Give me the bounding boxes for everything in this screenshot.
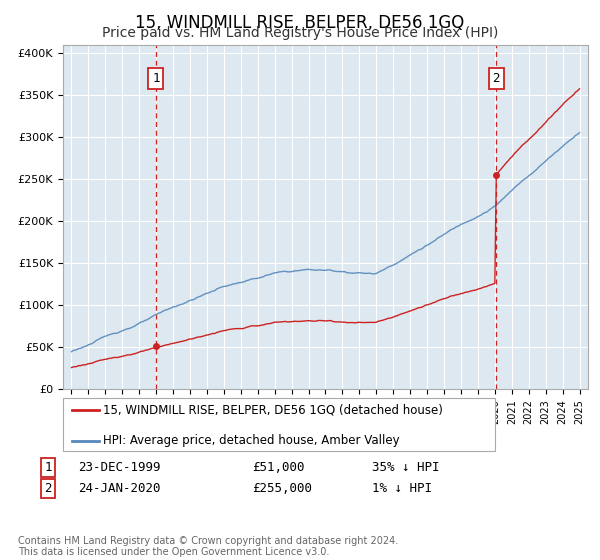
Text: 2: 2 [492,72,500,85]
Text: 1: 1 [152,72,160,85]
Text: 15, WINDMILL RISE, BELPER, DE56 1GQ (detached house): 15, WINDMILL RISE, BELPER, DE56 1GQ (det… [103,403,443,417]
Text: 15, WINDMILL RISE, BELPER, DE56 1GQ: 15, WINDMILL RISE, BELPER, DE56 1GQ [136,14,464,32]
Text: 35% ↓ HPI: 35% ↓ HPI [372,461,439,474]
Text: £51,000: £51,000 [252,461,305,474]
Text: 1% ↓ HPI: 1% ↓ HPI [372,482,432,495]
Text: 2: 2 [44,482,52,495]
Text: 24-JAN-2020: 24-JAN-2020 [78,482,161,495]
Text: Contains HM Land Registry data © Crown copyright and database right 2024.
This d: Contains HM Land Registry data © Crown c… [18,535,398,557]
Text: £255,000: £255,000 [252,482,312,495]
Text: 23-DEC-1999: 23-DEC-1999 [78,461,161,474]
Text: 1: 1 [44,461,52,474]
Text: Price paid vs. HM Land Registry's House Price Index (HPI): Price paid vs. HM Land Registry's House … [102,26,498,40]
Text: HPI: Average price, detached house, Amber Valley: HPI: Average price, detached house, Ambe… [103,434,400,447]
